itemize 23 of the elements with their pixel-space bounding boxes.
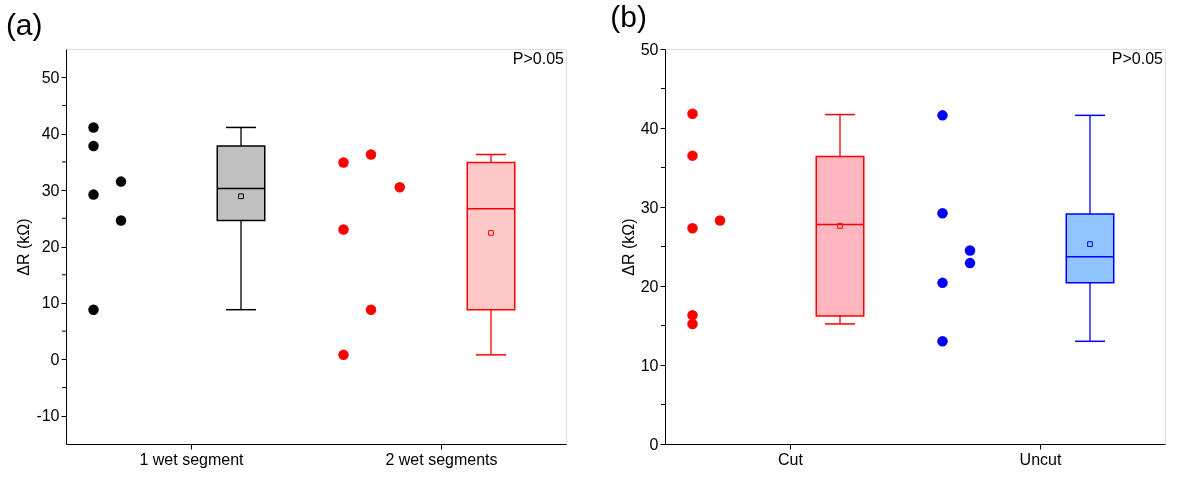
x-tick-label: 2 wet segments bbox=[385, 450, 498, 468]
y-tick-label: 50 bbox=[41, 68, 60, 86]
y-tick-label: 20 bbox=[41, 238, 60, 255]
chart-title: (a) bbox=[5, 8, 43, 41]
chart-title: (b) bbox=[610, 0, 647, 33]
x-tick-label: 1 wet segment bbox=[139, 450, 245, 468]
y-tick-label: 50 bbox=[640, 40, 659, 58]
y-tick-label: 10 bbox=[640, 356, 659, 374]
x-tick-label: Cut bbox=[778, 450, 804, 468]
y-tick-label: 10 bbox=[41, 294, 60, 312]
x-tick-label: Uncut bbox=[1019, 450, 1062, 468]
y-axis-title: ΔR (kΩ) bbox=[619, 218, 637, 276]
y-tick-label: -10 bbox=[36, 407, 60, 425]
y-tick-label: 40 bbox=[41, 125, 60, 143]
y-axis-title: ΔR (kΩ) bbox=[15, 218, 33, 276]
y-tick-label: 40 bbox=[640, 119, 659, 137]
y-tick-label: 30 bbox=[640, 198, 659, 216]
y-tick-label: 0 bbox=[50, 350, 60, 368]
y-tick-label: 20 bbox=[640, 277, 659, 295]
y-tick-label: 0 bbox=[649, 435, 659, 453]
annotation: P>0.05 bbox=[512, 50, 565, 67]
annotation: P>0.05 bbox=[1111, 50, 1164, 67]
y-tick-label: 30 bbox=[41, 181, 60, 199]
